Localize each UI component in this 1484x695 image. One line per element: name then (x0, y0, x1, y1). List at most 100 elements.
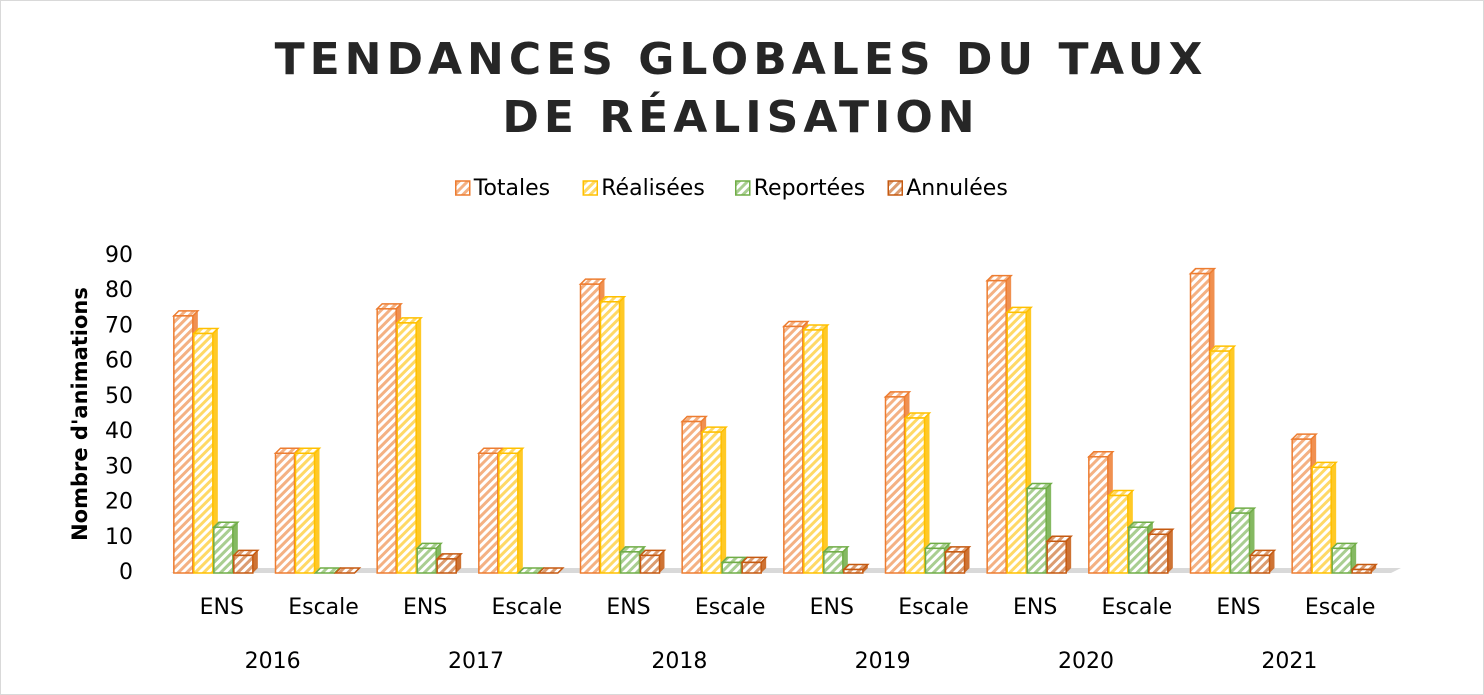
bar-side (1167, 529, 1173, 573)
x-tick-label: Escale (1102, 595, 1173, 620)
y-tick-label: 40 (105, 419, 133, 444)
legend-label: Totales (473, 176, 550, 201)
x-tick-label: ENS (1013, 595, 1057, 620)
bar-top (1228, 507, 1257, 514)
bar (924, 547, 946, 574)
x-tick-label: Escale (288, 595, 359, 620)
bar (213, 526, 234, 574)
y-tick-label: 60 (105, 349, 133, 374)
y-tick-label: 70 (105, 313, 133, 338)
bar (986, 279, 1007, 574)
bar (478, 452, 499, 574)
bar (1026, 487, 1047, 574)
bar-side (212, 328, 218, 573)
legend-swatch (582, 180, 598, 196)
x-tick-label: Escale (492, 595, 563, 620)
bar (721, 561, 742, 574)
x-tick-label: Escale (898, 595, 969, 620)
x-group-label: 2018 (651, 649, 707, 674)
x-group-label: 2019 (855, 649, 911, 674)
bar (1291, 438, 1312, 574)
bar (741, 561, 762, 574)
legend-swatch (887, 180, 903, 196)
y-tick-label: 80 (105, 278, 133, 303)
legend-label: Reportées (754, 176, 865, 201)
x-tick-label: ENS (606, 595, 650, 620)
bar (1189, 272, 1211, 574)
x-group-label: 2016 (245, 649, 301, 674)
legend-label: Réalisées (601, 176, 705, 201)
bar (376, 308, 397, 574)
bar (783, 325, 804, 574)
x-group-label: 2020 (1058, 649, 1114, 674)
bar (1229, 512, 1251, 574)
bar-side (822, 324, 828, 573)
bar-top (680, 415, 708, 423)
bar-top (1005, 306, 1033, 314)
bar (639, 554, 661, 574)
bar (579, 283, 601, 574)
bar (1331, 547, 1352, 574)
bar-side (1269, 550, 1275, 573)
bar (681, 420, 702, 574)
bar-top (375, 303, 403, 310)
x-group-label: 2021 (1261, 649, 1317, 674)
bar-top (212, 521, 240, 528)
bar-side (314, 448, 320, 573)
y-tick-label: 50 (105, 384, 133, 409)
bar-side (1066, 536, 1072, 573)
bar (1046, 540, 1067, 574)
bar (1108, 494, 1129, 574)
bar (416, 547, 437, 574)
bar (1128, 526, 1149, 574)
bar (944, 551, 966, 574)
bar-side (721, 427, 727, 573)
y-tick-label: 20 (105, 490, 133, 515)
bar (619, 551, 641, 574)
bar (843, 568, 864, 574)
x-group-label: 2017 (448, 649, 504, 674)
bar-side (416, 317, 422, 573)
x-tick-label: ENS (1216, 595, 1260, 620)
bar (1006, 311, 1027, 574)
x-tick-label: Escale (1305, 595, 1376, 620)
bar (193, 332, 214, 574)
bar (1148, 533, 1169, 574)
bar (1209, 350, 1231, 574)
y-tick-label: 0 (119, 560, 133, 585)
bar (294, 452, 316, 574)
bar-side (517, 448, 523, 573)
bar (884, 396, 906, 574)
bar-top (172, 310, 200, 317)
bar (233, 554, 254, 574)
chart-title: TENDANCES GLOBALES DU TAUX DE RÉALISATIO… (274, 34, 1208, 143)
bar (904, 417, 926, 574)
bar-top (883, 391, 912, 398)
y-axis-label: Nombre d'animations (68, 287, 92, 541)
legend-label: Annulées (906, 176, 1008, 201)
legend-swatch (455, 180, 471, 196)
x-tick-label: Escale (695, 595, 766, 620)
x-tick-label: ENS (403, 595, 447, 620)
x-tick-label: ENS (200, 595, 244, 620)
bar (1088, 456, 1109, 574)
bar-top (333, 567, 362, 574)
y-tick-label: 10 (105, 525, 133, 550)
bar (396, 322, 417, 574)
bar (599, 301, 621, 574)
bar-top (1127, 521, 1155, 528)
bar-side (659, 550, 665, 573)
bar (823, 551, 844, 574)
bar (498, 452, 519, 574)
bar (1351, 568, 1372, 574)
bar-side (964, 546, 970, 573)
bar (1311, 466, 1332, 574)
legend-swatch (735, 180, 751, 196)
bar (274, 452, 296, 574)
bar (173, 315, 194, 574)
bar-top (1147, 528, 1175, 536)
bar (436, 558, 457, 574)
x-tick-label: ENS (810, 595, 854, 620)
bar (1249, 554, 1271, 574)
